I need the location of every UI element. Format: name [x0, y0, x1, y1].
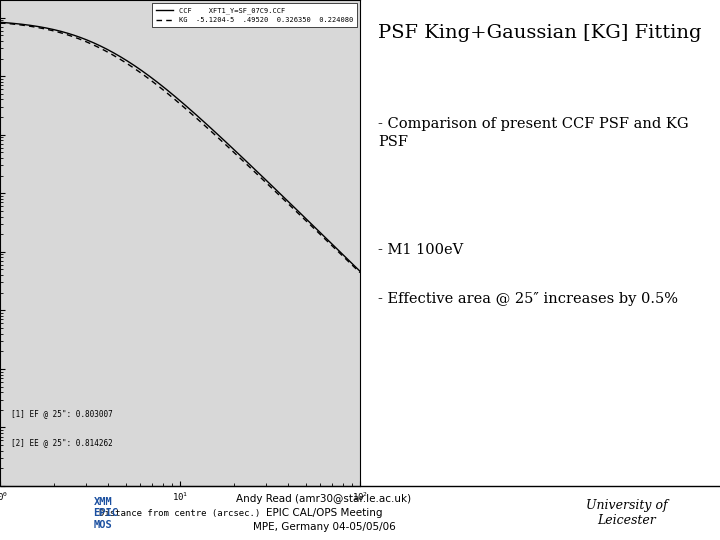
Text: XMM
EPIC
MOS: XMM EPIC MOS: [94, 497, 119, 530]
Text: - M1 100eV: - M1 100eV: [378, 243, 463, 257]
Text: - Comparison of present CCF PSF and KG
PSF: - Comparison of present CCF PSF and KG P…: [378, 117, 688, 149]
Text: PSF King+Gaussian [KG] Fitting: PSF King+Gaussian [KG] Fitting: [378, 24, 701, 42]
Text: [1] EF @ 25": 0.803007: [1] EF @ 25": 0.803007: [11, 409, 112, 418]
Legend: CCF    XFT1_Y=SF_07C9.CCF, KG  -5.1204-5  .49520  0.326350  0.224080: CCF XFT1_Y=SF_07C9.CCF, KG -5.1204-5 .49…: [153, 3, 356, 26]
Text: Andy Read (amr30@star.le.ac.uk)
EPIC CAL/OPS Meeting
MPE, Germany 04-05/05/06: Andy Read (amr30@star.le.ac.uk) EPIC CAL…: [236, 494, 412, 532]
X-axis label: Distance from centre (arcsec.): Distance from centre (arcsec.): [99, 509, 261, 518]
Text: - Effective area @ 25″ increases by 0.5%: - Effective area @ 25″ increases by 0.5%: [378, 292, 678, 306]
Text: University of
Leicester: University of Leicester: [585, 500, 667, 528]
Text: [2] EE @ 25": 0.814262: [2] EE @ 25": 0.814262: [11, 438, 112, 447]
